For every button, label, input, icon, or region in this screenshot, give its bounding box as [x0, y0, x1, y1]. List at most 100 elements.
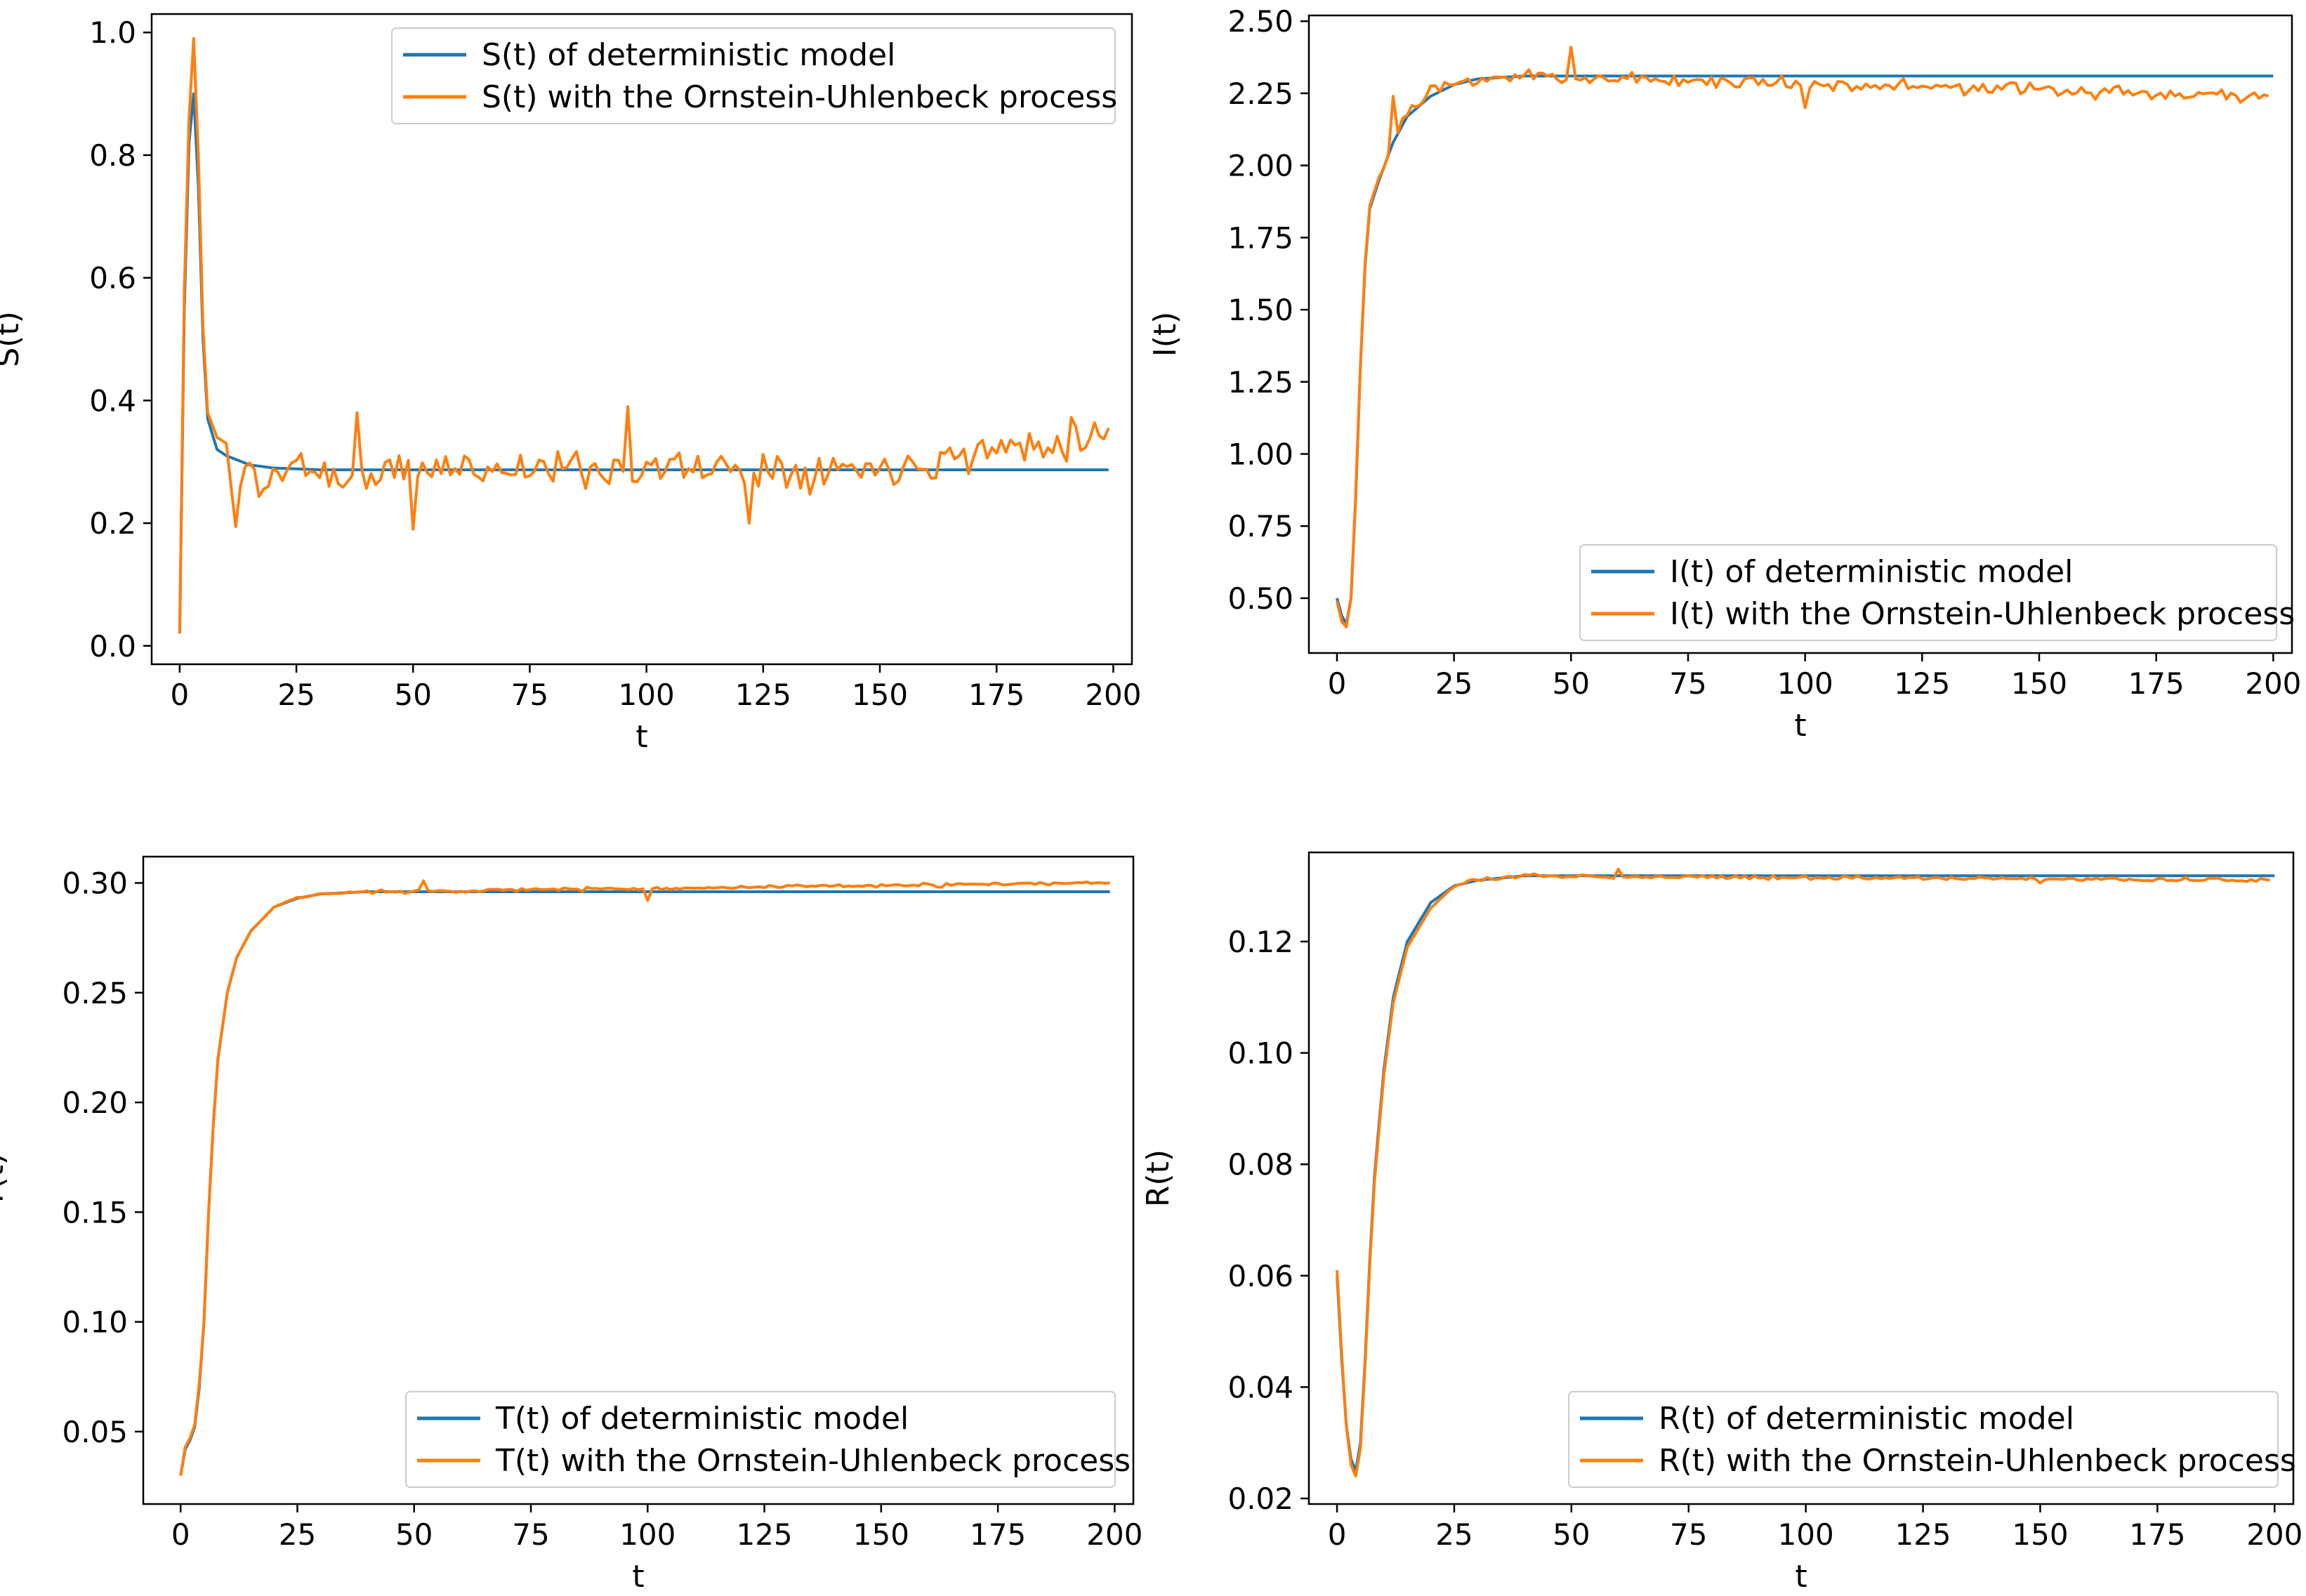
series-line-deterministic: [1336, 74, 2274, 626]
y-tick-label: 1.25: [1227, 365, 1293, 400]
y-tick-label: 0.20: [62, 1086, 128, 1120]
x-tick-label: 75: [1670, 1517, 1707, 1552]
series-line-deterministic: [178, 92, 1109, 634]
y-tick-label: 0.08: [1227, 1147, 1293, 1182]
plot-area: [1336, 46, 2274, 628]
x-axis-label: t: [632, 1559, 644, 1595]
y-tick-label: 1.75: [1227, 220, 1293, 255]
y-tick-label: 0.8: [89, 138, 136, 173]
axes-frame: [1307, 851, 2295, 1505]
legend-entry: I(t) of deterministic model: [1670, 554, 2073, 590]
series-line-deterministic: [179, 890, 1110, 1476]
x-tick-label: 75: [512, 1517, 549, 1552]
y-axis-label: T(t): [0, 1153, 11, 1208]
x-tick-label: 175: [970, 1517, 1026, 1552]
y-axis-label: I(t): [1147, 312, 1183, 357]
legend-entry: I(t) with the Ornstein-Uhlenbeck process: [1670, 596, 2295, 632]
y-tick-label: 0.0: [89, 629, 136, 664]
y-tick-label: 0.6: [89, 261, 136, 296]
x-tick-label: 100: [619, 678, 675, 712]
y-axis-label: S(t): [0, 311, 26, 367]
legend-entry: T(t) with the Ornstein-Uhlenbeck process: [495, 1443, 1131, 1479]
x-tick-label: 25: [1435, 666, 1472, 701]
y-tick-label: 0.75: [1227, 509, 1293, 543]
y-tick-label: 1.00: [1227, 437, 1293, 472]
plot-area: [1336, 867, 2275, 1478]
x-tick-label: 0: [171, 678, 190, 712]
y-tick-label: 0.4: [89, 383, 136, 418]
x-tick-label: 50: [395, 678, 432, 712]
x-tick-label: 25: [279, 1517, 316, 1552]
x-axis-label: t: [1795, 1559, 1807, 1595]
x-tick-label: 200: [2246, 1517, 2302, 1552]
subplot-t: 0 25 50 75 100 125 150 175 200 0.05 0.10 0.15 0.20 0.…: [0, 855, 1142, 1595]
x-tick-label: 100: [1777, 666, 1833, 701]
x-axis-label: t: [1794, 708, 1806, 744]
y-tick-label: 1.0: [89, 15, 136, 50]
x-tick-label: 150: [2011, 666, 2067, 701]
y-axis-label: R(t): [1140, 1149, 1176, 1207]
y-tick-label: 2.50: [1227, 4, 1293, 39]
x-tick-label: 150: [852, 678, 908, 712]
axes-frame: [1307, 14, 2293, 654]
y-tick-label: 0.02: [1227, 1482, 1293, 1516]
x-tick-label: 100: [619, 1517, 676, 1552]
plot-area: [179, 879, 1110, 1476]
x-tick-label: 200: [1086, 1517, 1142, 1552]
x-axis-label: t: [635, 719, 647, 755]
y-tick-label: 0.10: [62, 1305, 128, 1340]
x-tick-label: 50: [1553, 666, 1590, 701]
legend: S(t) of deterministic model S(t) with the…: [391, 27, 1117, 124]
x-tick-label: 125: [1894, 666, 1950, 701]
x-tick-label: 150: [2012, 1517, 2068, 1552]
x-tick-label: 75: [511, 678, 548, 712]
y-tick-label: 0.25: [62, 976, 128, 1010]
legend: R(t) of deterministic model R(t) with the…: [1568, 1391, 2296, 1488]
x-tick-label: 100: [1778, 1517, 1834, 1552]
subplot-i: 0 25 50 75 100 125 150 175 200 0.50 0.75 1.00 1.25 1.…: [1147, 4, 2301, 744]
y-tick-label: 0.2: [89, 506, 136, 541]
legend: T(t) of deterministic model T(t) with the…: [405, 1391, 1131, 1488]
x-tick-label: 0: [171, 1517, 190, 1552]
y-tick-label: 0.30: [62, 866, 128, 901]
x-tick-label: 125: [735, 678, 791, 712]
y-tick-label: 2.00: [1227, 149, 1293, 183]
x-tick-label: 150: [853, 1517, 909, 1552]
axes-frame: [142, 855, 1135, 1505]
x-tick-label: 125: [736, 1517, 792, 1552]
legend-entry: R(t) with the Ornstein-Uhlenbeck process: [1659, 1443, 2296, 1479]
x-tick-label: 200: [1085, 678, 1141, 712]
y-tick-label: 1.50: [1227, 293, 1293, 327]
series-line-ou: [179, 879, 1110, 1476]
x-tick-label: 50: [395, 1517, 433, 1552]
x-tick-label: 175: [968, 678, 1024, 712]
x-tick-label: 200: [2245, 666, 2301, 701]
y-tick-label: 0.06: [1227, 1259, 1293, 1293]
x-tick-label: 0: [1328, 1517, 1347, 1552]
x-tick-label: 50: [1553, 1517, 1590, 1552]
series-line-deterministic: [1336, 874, 2275, 1472]
y-tick-label: 0.10: [1227, 1036, 1293, 1071]
x-tick-label: 0: [1328, 666, 1347, 701]
x-tick-label: 175: [2129, 1517, 2185, 1552]
y-tick-label: 2.25: [1227, 77, 1293, 111]
legend-entry: R(t) of deterministic model: [1659, 1401, 2074, 1437]
x-tick-label: 25: [277, 678, 315, 712]
y-tick-label: 0.12: [1227, 925, 1293, 959]
x-tick-label: 175: [2128, 666, 2185, 701]
subplot-r: 0 25 50 75 100 125 150 175 200 0.02 0.04 0.06 0.08 0.…: [1140, 851, 2302, 1595]
legend-entry: T(t) of deterministic model: [495, 1401, 909, 1437]
x-tick-label: 25: [1435, 1517, 1472, 1552]
series-line-ou: [178, 37, 1110, 634]
plot-area: [178, 37, 1110, 634]
y-tick-label: 0.50: [1227, 581, 1293, 616]
y-tick-label: 0.04: [1227, 1370, 1293, 1404]
x-tick-label: 75: [1669, 666, 1706, 701]
legend-entry: S(t) of deterministic model: [482, 37, 895, 73]
legend-entry: S(t) with the Ornstein-Uhlenbeck process: [482, 79, 1117, 115]
y-tick-label: 0.05: [62, 1415, 128, 1449]
legend: I(t) of deterministic model I(t) with the…: [1579, 544, 2295, 641]
subplot-s: 0 25 50 75 100 125 150 175 200 0.0 0.2 0.4 0.6 0.8 1.0…: [0, 13, 1141, 755]
y-tick-label: 0.15: [62, 1195, 128, 1229]
